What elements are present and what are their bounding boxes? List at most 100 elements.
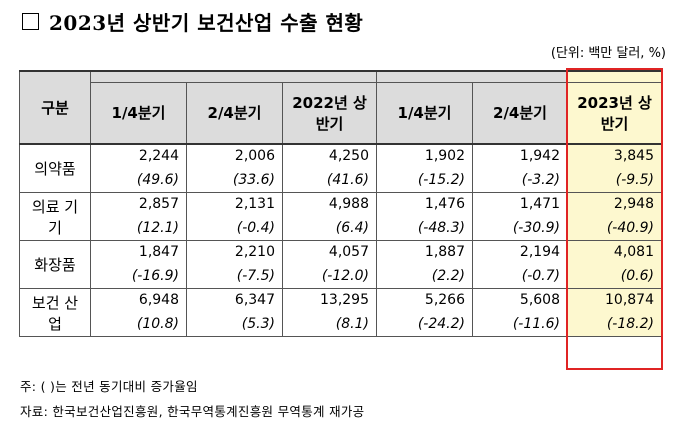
value-cell: 6,347 (5.3) — [186, 288, 283, 337]
export-value: 2,210 — [234, 244, 275, 260]
export-value: 4,081 — [613, 244, 654, 260]
growth-rate: (-7.5) — [236, 268, 275, 284]
value-cell: 2,006 (33.6) — [186, 143, 283, 193]
export-value: 2,194 — [519, 244, 560, 260]
table-row: 의료 기기 2,857 (12.1) 2,131 (-0.4) 4,988 (6.4) 1,4… — [19, 192, 662, 241]
header-row: 1/4분기 2/4분기 2022년 상반기 1/4분기 2/4분기 2023년 … — [20, 81, 662, 145]
growth-rate: (-11.6) — [512, 316, 560, 332]
table-row: 화장품 1,847 (-16.9) 2,210 (-7.5) 4,057 (-12.0) 1,… — [19, 240, 662, 289]
growth-rate: (-3.2) — [521, 172, 560, 188]
export-value: 2,131 — [234, 196, 275, 212]
export-value: 4,057 — [328, 244, 369, 260]
source-note: 자료: 한국보건산업진흥원, 한국무역통계진흥원 무역통계 재가공 — [20, 404, 365, 419]
export-value: 10,874 — [605, 292, 654, 308]
header-category: 구분 — [19, 70, 91, 145]
header-q2-2022: 2/4분기 — [186, 81, 283, 145]
growth-rate: (2.2) — [431, 268, 465, 284]
export-value: 4,250 — [328, 148, 369, 164]
value-cell: 2,857 (12.1) — [90, 192, 187, 241]
growth-rate: (-15.2) — [417, 172, 465, 188]
row-category: 화장품 — [19, 240, 91, 289]
row-category: 보건 산업 — [19, 288, 91, 337]
export-value: 1,847 — [138, 244, 179, 260]
header-group-2022 — [90, 70, 377, 83]
growth-rate: (10.8) — [136, 316, 179, 332]
growth-rate: (-0.4) — [236, 220, 275, 236]
header-q2-2023: 2/4분기 — [472, 81, 568, 145]
growth-rate: (-18.2) — [606, 316, 654, 332]
page-title: 2023년 상반기 보건산업 수출 현황 — [49, 10, 364, 35]
value-cell: 10,874 (-18.2) — [567, 288, 662, 337]
value-cell: 13,295 (8.1) — [282, 288, 377, 337]
header-spacer-row: 구분 — [19, 70, 662, 145]
growth-rate: (12.1) — [136, 220, 179, 236]
value-cell: 1,471 (-30.9) — [472, 192, 568, 241]
header-group-2023 — [376, 70, 568, 83]
header-q1-2022: 1/4분기 — [90, 81, 187, 145]
growth-rate: (6.4) — [335, 220, 369, 236]
header-q1-2023: 1/4분기 — [376, 81, 473, 145]
growth-rate: (-24.2) — [417, 316, 465, 332]
export-value: 4,988 — [328, 196, 369, 212]
growth-rate: (-40.9) — [606, 220, 654, 236]
value-cell: 4,988 (6.4) — [282, 192, 377, 241]
export-value: 1,902 — [424, 148, 465, 164]
value-cell: 1,847 (-16.9) — [90, 240, 187, 289]
growth-rate: (-30.9) — [512, 220, 560, 236]
export-value: 5,608 — [519, 292, 560, 308]
growth-rate: (41.6) — [326, 172, 369, 188]
value-cell: 2,194 (-0.7) — [472, 240, 568, 289]
value-cell: 2,131 (-0.4) — [186, 192, 283, 241]
growth-rate: (0.6) — [620, 268, 654, 284]
export-value: 1,471 — [519, 196, 560, 212]
export-value: 1,887 — [424, 244, 465, 260]
value-cell: 1,887 (2.2) — [376, 240, 473, 289]
header-h1-2022: 2022년 상반기 — [282, 81, 377, 145]
unit-label: (단위: 백만 달러, %) — [550, 46, 666, 61]
footnote: 주: ( )는 전년 동기대비 증가율임 — [20, 379, 198, 394]
export-value: 1,476 — [424, 196, 465, 212]
export-value: 6,948 — [138, 292, 179, 308]
export-value: 3,845 — [613, 148, 654, 164]
export-value: 2,006 — [234, 148, 275, 164]
growth-rate: (-16.9) — [131, 268, 179, 284]
export-value: 13,295 — [320, 292, 369, 308]
value-cell: 1,942 (-3.2) — [472, 143, 568, 193]
export-value: 6,347 — [234, 292, 275, 308]
value-cell: 2,244 (49.6) — [90, 143, 187, 193]
value-cell: 6,948 (10.8) — [90, 288, 187, 337]
header-h1-2023: 2023년 상반기 — [567, 81, 662, 145]
growth-rate: (5.3) — [241, 316, 275, 332]
growth-rate: (-0.7) — [521, 268, 560, 284]
value-cell: 2,948 (-40.9) — [567, 192, 662, 241]
table-row: 보건 산업 6,948 (10.8) 6,347 (5.3) 13,295 (8.1) 5,2… — [19, 288, 662, 337]
export-value: 2,948 — [613, 196, 654, 212]
growth-rate: (-9.5) — [615, 172, 654, 188]
row-category: 의료 기기 — [19, 192, 91, 241]
title-row: 2023년 상반기 보건산업 수출 현황 — [22, 6, 363, 36]
value-cell: 5,266 (-24.2) — [376, 288, 473, 337]
export-table: 구분 1/4분기 2/4분기 2022년 상반기 1/4분기 2/4분기 202… — [19, 70, 662, 337]
checkbox-square-icon — [22, 12, 39, 30]
header-group-2023-h1 — [567, 70, 662, 83]
growth-rate: (33.6) — [232, 172, 275, 188]
table-body: 의약품 2,244 (49.6) 2,006 (33.6) 4,250 (41.6) 1,90… — [19, 143, 662, 337]
growth-rate: (8.1) — [335, 316, 369, 332]
export-value: 2,244 — [138, 148, 179, 164]
table-row: 의약품 2,244 (49.6) 2,006 (33.6) 4,250 (41.6) 1,90… — [19, 143, 662, 193]
export-value: 5,266 — [424, 292, 465, 308]
value-cell: 1,476 (-48.3) — [376, 192, 473, 241]
value-cell: 4,057 (-12.0) — [282, 240, 377, 289]
value-cell: 3,845 (-9.5) — [567, 143, 662, 193]
value-cell: 1,902 (-15.2) — [376, 143, 473, 193]
growth-rate: (49.6) — [136, 172, 179, 188]
row-category: 의약품 — [19, 143, 91, 193]
value-cell: 2,210 (-7.5) — [186, 240, 283, 289]
value-cell: 4,250 (41.6) — [282, 143, 377, 193]
export-value: 2,857 — [138, 196, 179, 212]
growth-rate: (-12.0) — [321, 268, 369, 284]
growth-rate: (-48.3) — [417, 220, 465, 236]
export-value: 1,942 — [519, 148, 560, 164]
value-cell: 4,081 (0.6) — [567, 240, 662, 289]
value-cell: 5,608 (-11.6) — [472, 288, 568, 337]
